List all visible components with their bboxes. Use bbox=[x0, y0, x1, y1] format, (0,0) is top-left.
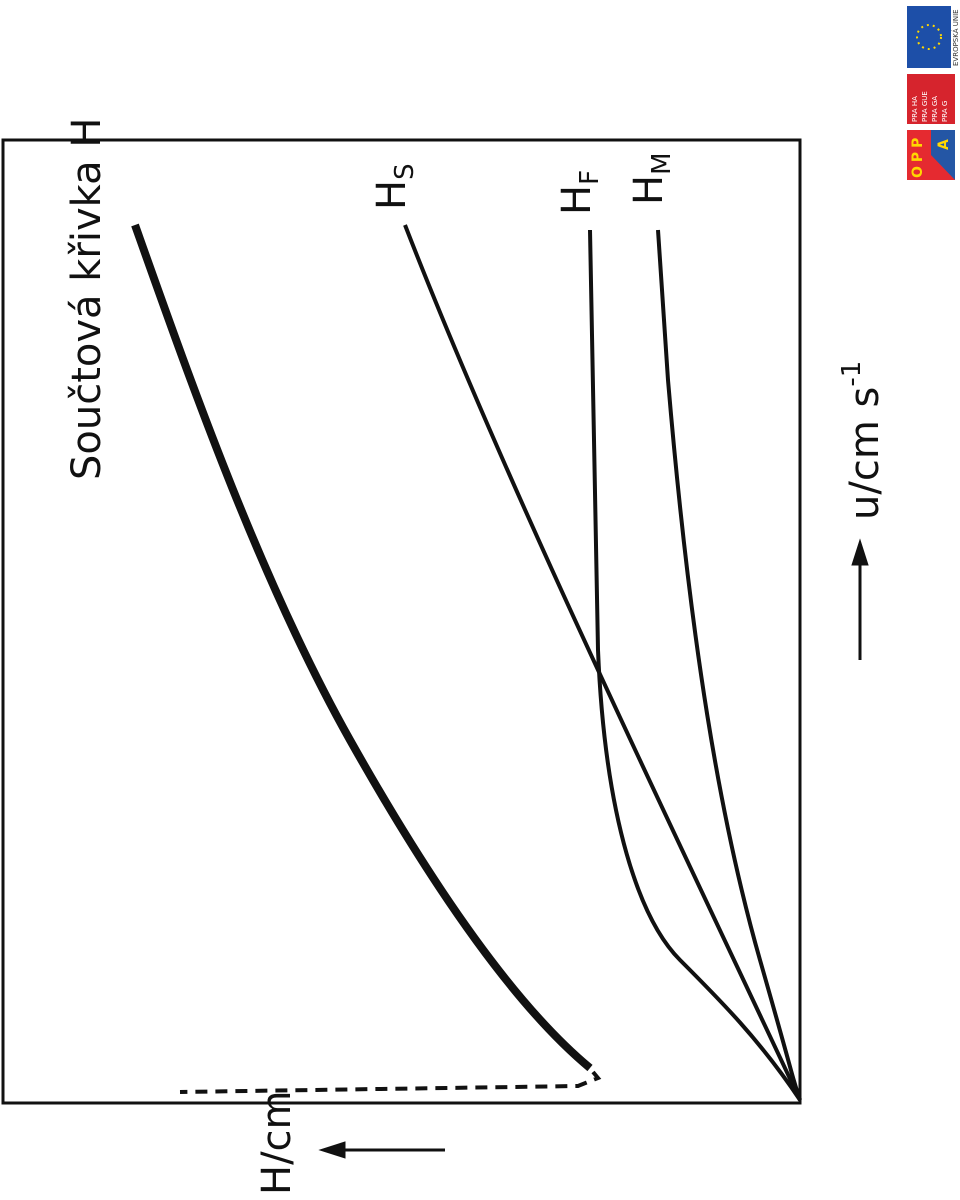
prague-text: PRA GUE bbox=[921, 91, 929, 122]
x-axis-label: u/cm s-1 bbox=[837, 361, 888, 520]
prague-text: PRA GA bbox=[931, 96, 939, 122]
curve-label: H bbox=[626, 175, 672, 205]
hm-curve bbox=[656, 229, 802, 1101]
sum-curve bbox=[131, 223, 593, 1072]
eu-text: EVROPSKÁ UNIE bbox=[951, 9, 960, 66]
x-axis-sup: -1 bbox=[837, 361, 867, 387]
curve-label: H bbox=[369, 180, 415, 210]
curve-label: HF bbox=[554, 170, 605, 215]
curve-label: H bbox=[554, 185, 600, 215]
x-axis-text: u/cm s bbox=[842, 387, 888, 520]
curve-label: HS bbox=[369, 163, 420, 210]
curve-sub: F bbox=[575, 170, 605, 185]
hs-curve bbox=[403, 224, 802, 1101]
frame bbox=[1, 138, 802, 1105]
diagram bbox=[1, 138, 869, 1159]
sum-curve-dashed bbox=[179, 1070, 602, 1094]
hf-curve bbox=[588, 229, 802, 1102]
prague-logo bbox=[907, 74, 955, 124]
eu-flag bbox=[907, 6, 951, 68]
eu-stars bbox=[916, 24, 942, 50]
title: Součtová křivka H bbox=[64, 118, 110, 480]
prague-text: PRA G bbox=[941, 101, 949, 122]
y-axis-label: H/cm bbox=[254, 1090, 300, 1195]
opp-letter: A bbox=[936, 139, 952, 150]
y-arrow-head bbox=[318, 1141, 346, 1159]
curve-label: HM bbox=[626, 152, 677, 205]
logos: EVROPSKÁ UNIE PRA HA PRA GUE PRA GA PRA … bbox=[907, 6, 960, 180]
prague-text: PRA HA bbox=[911, 96, 919, 122]
opp-text: OPP bbox=[910, 134, 926, 178]
x-arrow-head bbox=[851, 538, 869, 566]
curve-sub: M bbox=[647, 152, 677, 174]
curve-sub: S bbox=[390, 163, 420, 180]
opp-shape bbox=[931, 130, 955, 180]
